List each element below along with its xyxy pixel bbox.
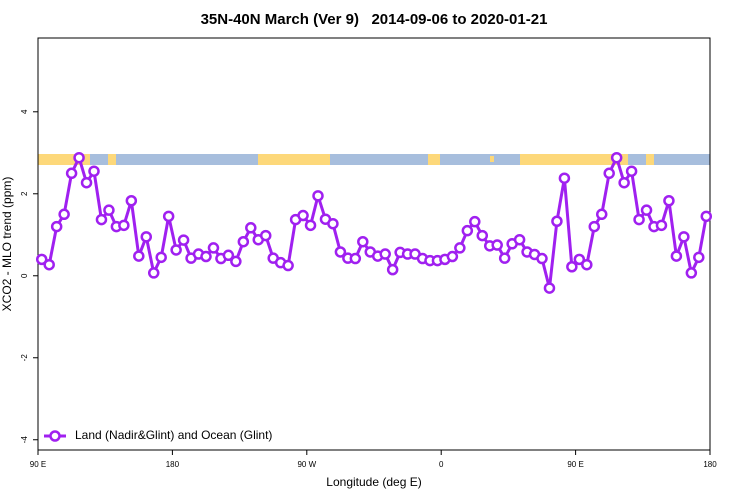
y-tick-label: 4 [20,109,29,114]
plot-frame [37,37,711,451]
data-point [693,251,705,264]
data-point [245,222,257,234]
data-point [678,231,690,243]
data-point [513,233,526,246]
y-tick-label: 2 [20,191,29,196]
data-point [610,151,623,164]
y-tick-label: 0 [20,273,29,278]
data-point [95,213,108,226]
data-point [581,258,593,271]
data-point [327,217,339,230]
data-point [43,258,55,271]
data-point [58,208,70,221]
data-point [700,210,713,223]
data-point [670,250,683,262]
data-point [566,261,578,273]
data-point [446,250,459,263]
x-tick-label: 180 [703,460,717,469]
data-point [140,231,153,243]
x-tick-label: 90 E [30,460,46,469]
data-point [685,267,698,279]
data-point [618,176,630,189]
data-point [147,267,160,279]
data-point [461,224,474,237]
data-point [103,204,115,216]
data-point [603,167,615,180]
data-point [498,252,511,264]
x-tick-label: 90 W [297,460,316,469]
y-tick-label: -2 [20,354,29,362]
data-point [663,195,675,207]
x-tick-label: 90 E [567,460,583,469]
data-point [73,151,85,164]
data-point [297,209,309,222]
data-point [80,176,93,189]
data-point [536,252,548,265]
data-point [200,250,212,263]
chart-title: 35N-40N March (Ver 9) 2014-09-06 to 2020… [201,11,548,28]
land-ocean-strip [38,154,710,165]
data-point [595,208,608,221]
data-point [491,239,503,251]
data-point [230,255,242,268]
data-point [469,215,481,228]
data-point [259,229,272,242]
x-tick-label: 0 [439,460,444,469]
legend-label: Land (Nadir&Glint) and Ocean (Glint) [75,428,272,442]
data-point [50,220,63,233]
data-point [170,244,182,256]
data-point [655,219,668,232]
y-tick-label: -4 [20,436,29,444]
data-point [312,190,324,202]
data-point [237,235,250,248]
data-point [476,229,489,242]
data-point [334,246,347,258]
data-point [454,242,466,254]
data-point [379,248,391,260]
data-point [558,172,571,184]
data-point [588,220,601,233]
data-point [207,242,220,254]
data-point [357,235,369,248]
data-point [65,167,78,180]
data-point [282,259,294,272]
legend-marker [49,430,61,442]
data-point [177,234,190,246]
data-point [633,213,645,226]
data-point [573,253,586,266]
data-point [155,251,167,264]
data-point [88,165,100,177]
data-point [349,252,362,265]
data-point [543,282,556,294]
data-point [133,250,145,262]
data-point [35,253,48,266]
data-point [551,215,563,227]
data-point [640,204,653,216]
data-point [304,219,317,232]
data-point [125,195,138,207]
data-point [386,263,399,276]
data-point [625,165,638,177]
x-axis-label: Longitude (deg E) [326,475,421,489]
data-point [162,210,175,223]
x-tick-label: 180 [166,460,180,469]
data-point [222,249,235,262]
y-axis-label: XCO2 - MLO trend (ppm) [0,177,14,312]
data-point [118,219,130,232]
